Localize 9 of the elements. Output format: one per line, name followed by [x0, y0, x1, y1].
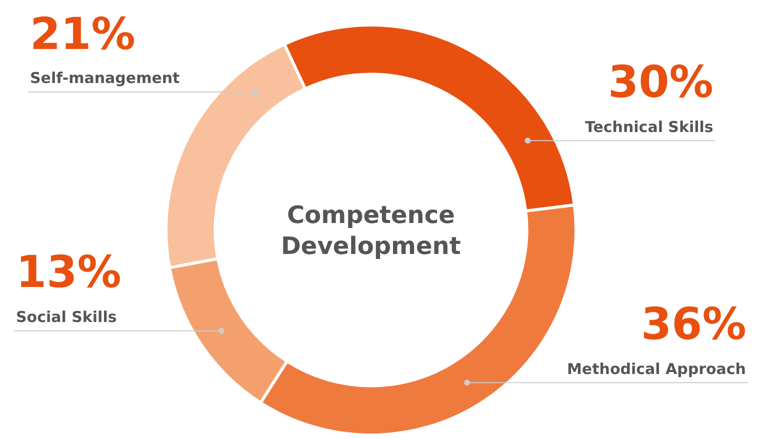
data-label: 13%: [16, 247, 122, 298]
data-label: 30%: [608, 57, 714, 108]
text: Competence Development: [281, 201, 461, 260]
slice-label: Self-management: [30, 69, 180, 87]
slice-label: Technical Skills: [585, 118, 714, 136]
data-label: 36%: [641, 299, 746, 350]
data-label: 21%: [30, 9, 136, 60]
slice-label: Social Skills: [16, 308, 117, 326]
slice-label: Methodical Approach: [567, 360, 746, 378]
